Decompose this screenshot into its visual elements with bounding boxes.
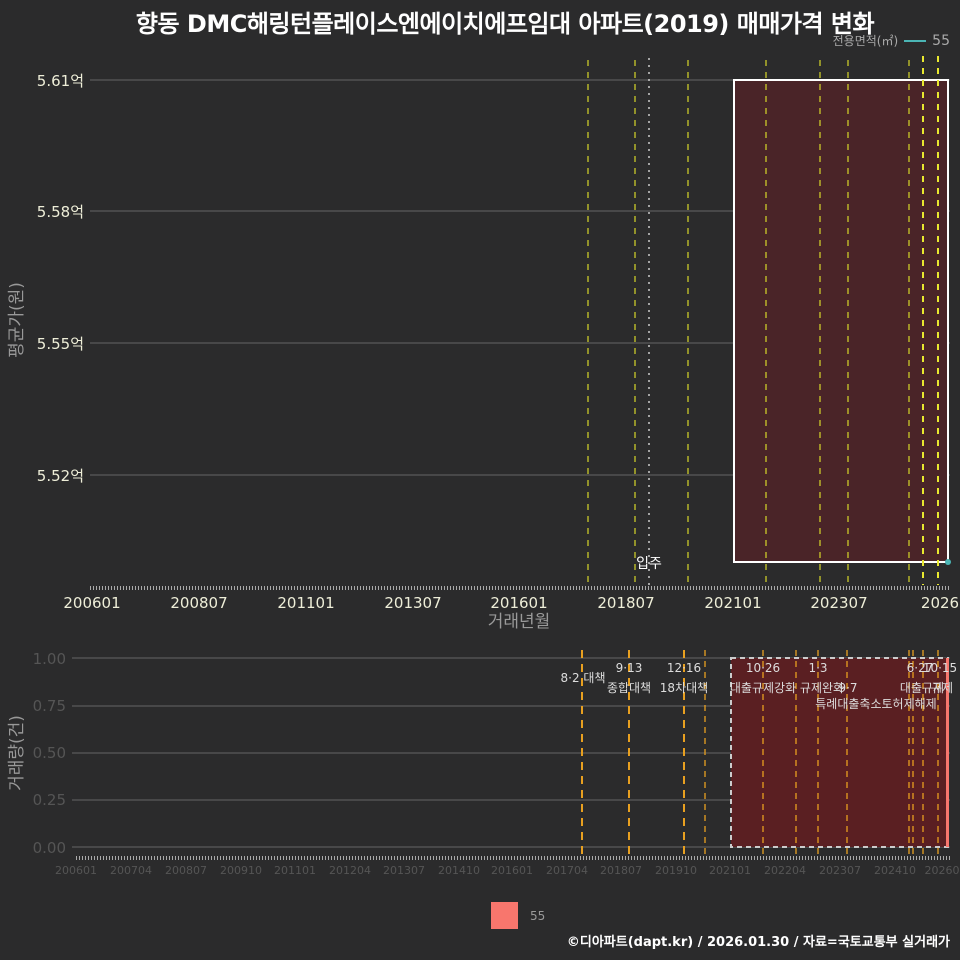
svg-text:2026: 2026	[921, 594, 959, 612]
legend-top: 전용면적(㎡) 55	[833, 32, 950, 49]
svg-text:201601: 201601	[490, 594, 547, 612]
svg-text:201101: 201101	[277, 594, 334, 612]
svg-text:10·15: 10·15	[923, 661, 957, 675]
svg-text:특례대출축소토허제해제: 특례대출축소토허제해제	[815, 697, 936, 711]
svg-text:대출규제: 대출규제	[900, 681, 944, 695]
svg-text:5.52억: 5.52억	[37, 467, 84, 485]
svg-text:202204: 202204	[764, 864, 806, 877]
svg-text:5.61억: 5.61억	[37, 72, 84, 90]
svg-text:201307: 201307	[383, 864, 425, 877]
svg-text:200704: 200704	[110, 864, 152, 877]
legend-bottom: 55	[491, 902, 545, 929]
svg-text:9·13: 9·13	[616, 661, 643, 675]
svg-text:규제: 규제	[931, 681, 953, 695]
svg-text:200601: 200601	[55, 864, 97, 877]
svg-text:0.50: 0.50	[33, 744, 66, 762]
y-axis-title: 거래량(건)	[7, 715, 27, 791]
svg-text:200807: 200807	[165, 864, 207, 877]
svg-text:6·27: 6·27	[907, 661, 934, 675]
legend-item-label: 55	[932, 32, 950, 49]
volume-bar	[946, 658, 949, 847]
svg-text:5.55억: 5.55억	[37, 335, 84, 353]
highlight-box	[730, 657, 949, 848]
svg-text:1.00: 1.00	[33, 650, 66, 668]
svg-text:201307: 201307	[384, 594, 441, 612]
svg-text:1·3: 1·3	[808, 661, 827, 675]
svg-text:규제완화: 규제완화	[800, 681, 844, 695]
svg-text:201410: 201410	[438, 864, 480, 877]
legend-item-label: 55	[530, 908, 546, 923]
svg-text:202307: 202307	[819, 864, 861, 877]
svg-text:201101: 201101	[274, 864, 316, 877]
legend-line-swatch	[904, 39, 927, 42]
svg-text:201601: 201601	[491, 864, 533, 877]
svg-text:202101: 202101	[704, 594, 761, 612]
svg-text:200910: 200910	[220, 864, 262, 877]
svg-text:8·2 대책: 8·2 대책	[561, 670, 606, 685]
y-axis-title: 평균가(원)	[7, 282, 27, 358]
chart-title: 향동 DMC해링턴플레이스엔에이치에프임대 아파트(2019) 매매가격 변화	[135, 10, 875, 38]
move-in-label: 입주	[636, 556, 662, 572]
svg-text:0.25: 0.25	[33, 791, 66, 809]
svg-text:대출규제강화: 대출규제강화	[730, 681, 796, 695]
svg-text:20260: 20260	[925, 864, 960, 877]
x-axis-title: 거래년월	[488, 612, 551, 632]
svg-text:종합대책: 종합대책	[607, 680, 651, 695]
data-point	[945, 559, 951, 565]
svg-text:0.00: 0.00	[33, 839, 66, 857]
svg-text:202410: 202410	[874, 864, 916, 877]
y-axis-labels: 1.00 0.75 0.50 0.25 0.00	[33, 650, 66, 857]
y-axis-labels: 5.61억 5.58억 5.55억 5.52억	[37, 72, 84, 485]
svg-text:0.75: 0.75	[33, 697, 66, 715]
legend-swatch	[491, 902, 518, 929]
svg-text:202307: 202307	[810, 594, 867, 612]
svg-text:201807: 201807	[600, 864, 642, 877]
svg-text:9·7: 9·7	[838, 681, 857, 695]
policy-lines	[581, 650, 685, 855]
svg-text:18차대책: 18차대책	[660, 680, 708, 695]
svg-text:201704: 201704	[546, 864, 588, 877]
svg-text:202101: 202101	[709, 864, 751, 877]
svg-text:5.58억: 5.58억	[37, 203, 84, 221]
x-axis-labels: 200601 200704 200807 200910 201101 20120…	[55, 864, 960, 877]
footer-credit: ©디아파트(dapt.kr) / 2026.01.30 / 자료=국토교통부 실…	[566, 935, 950, 950]
policy-lines	[587, 60, 910, 585]
svg-text:201910: 201910	[655, 864, 697, 877]
svg-text:201807: 201807	[597, 594, 654, 612]
legend-title: 전용면적(㎡)	[832, 34, 899, 48]
svg-text:201204: 201204	[329, 864, 371, 877]
policy-annotations: 8·2 대책 9·13 종합대책 12·16 18차대책 10·26 대출규제강…	[561, 661, 958, 711]
svg-text:10·26: 10·26	[746, 661, 780, 675]
svg-text:200601: 200601	[63, 594, 120, 612]
highlight-box	[733, 79, 949, 563]
price-chart: 입주 5.61억 5.58억 5.55억 5.52억 200601 200807…	[7, 56, 959, 632]
svg-text:200807: 200807	[170, 594, 227, 612]
svg-text:12·16: 12·16	[667, 661, 701, 675]
volume-chart: 8·2 대책 9·13 종합대책 12·16 18차대책 10·26 대출규제강…	[7, 650, 960, 877]
x-axis-labels: 200601 200807 201101 201307 201601 20180…	[63, 594, 959, 612]
